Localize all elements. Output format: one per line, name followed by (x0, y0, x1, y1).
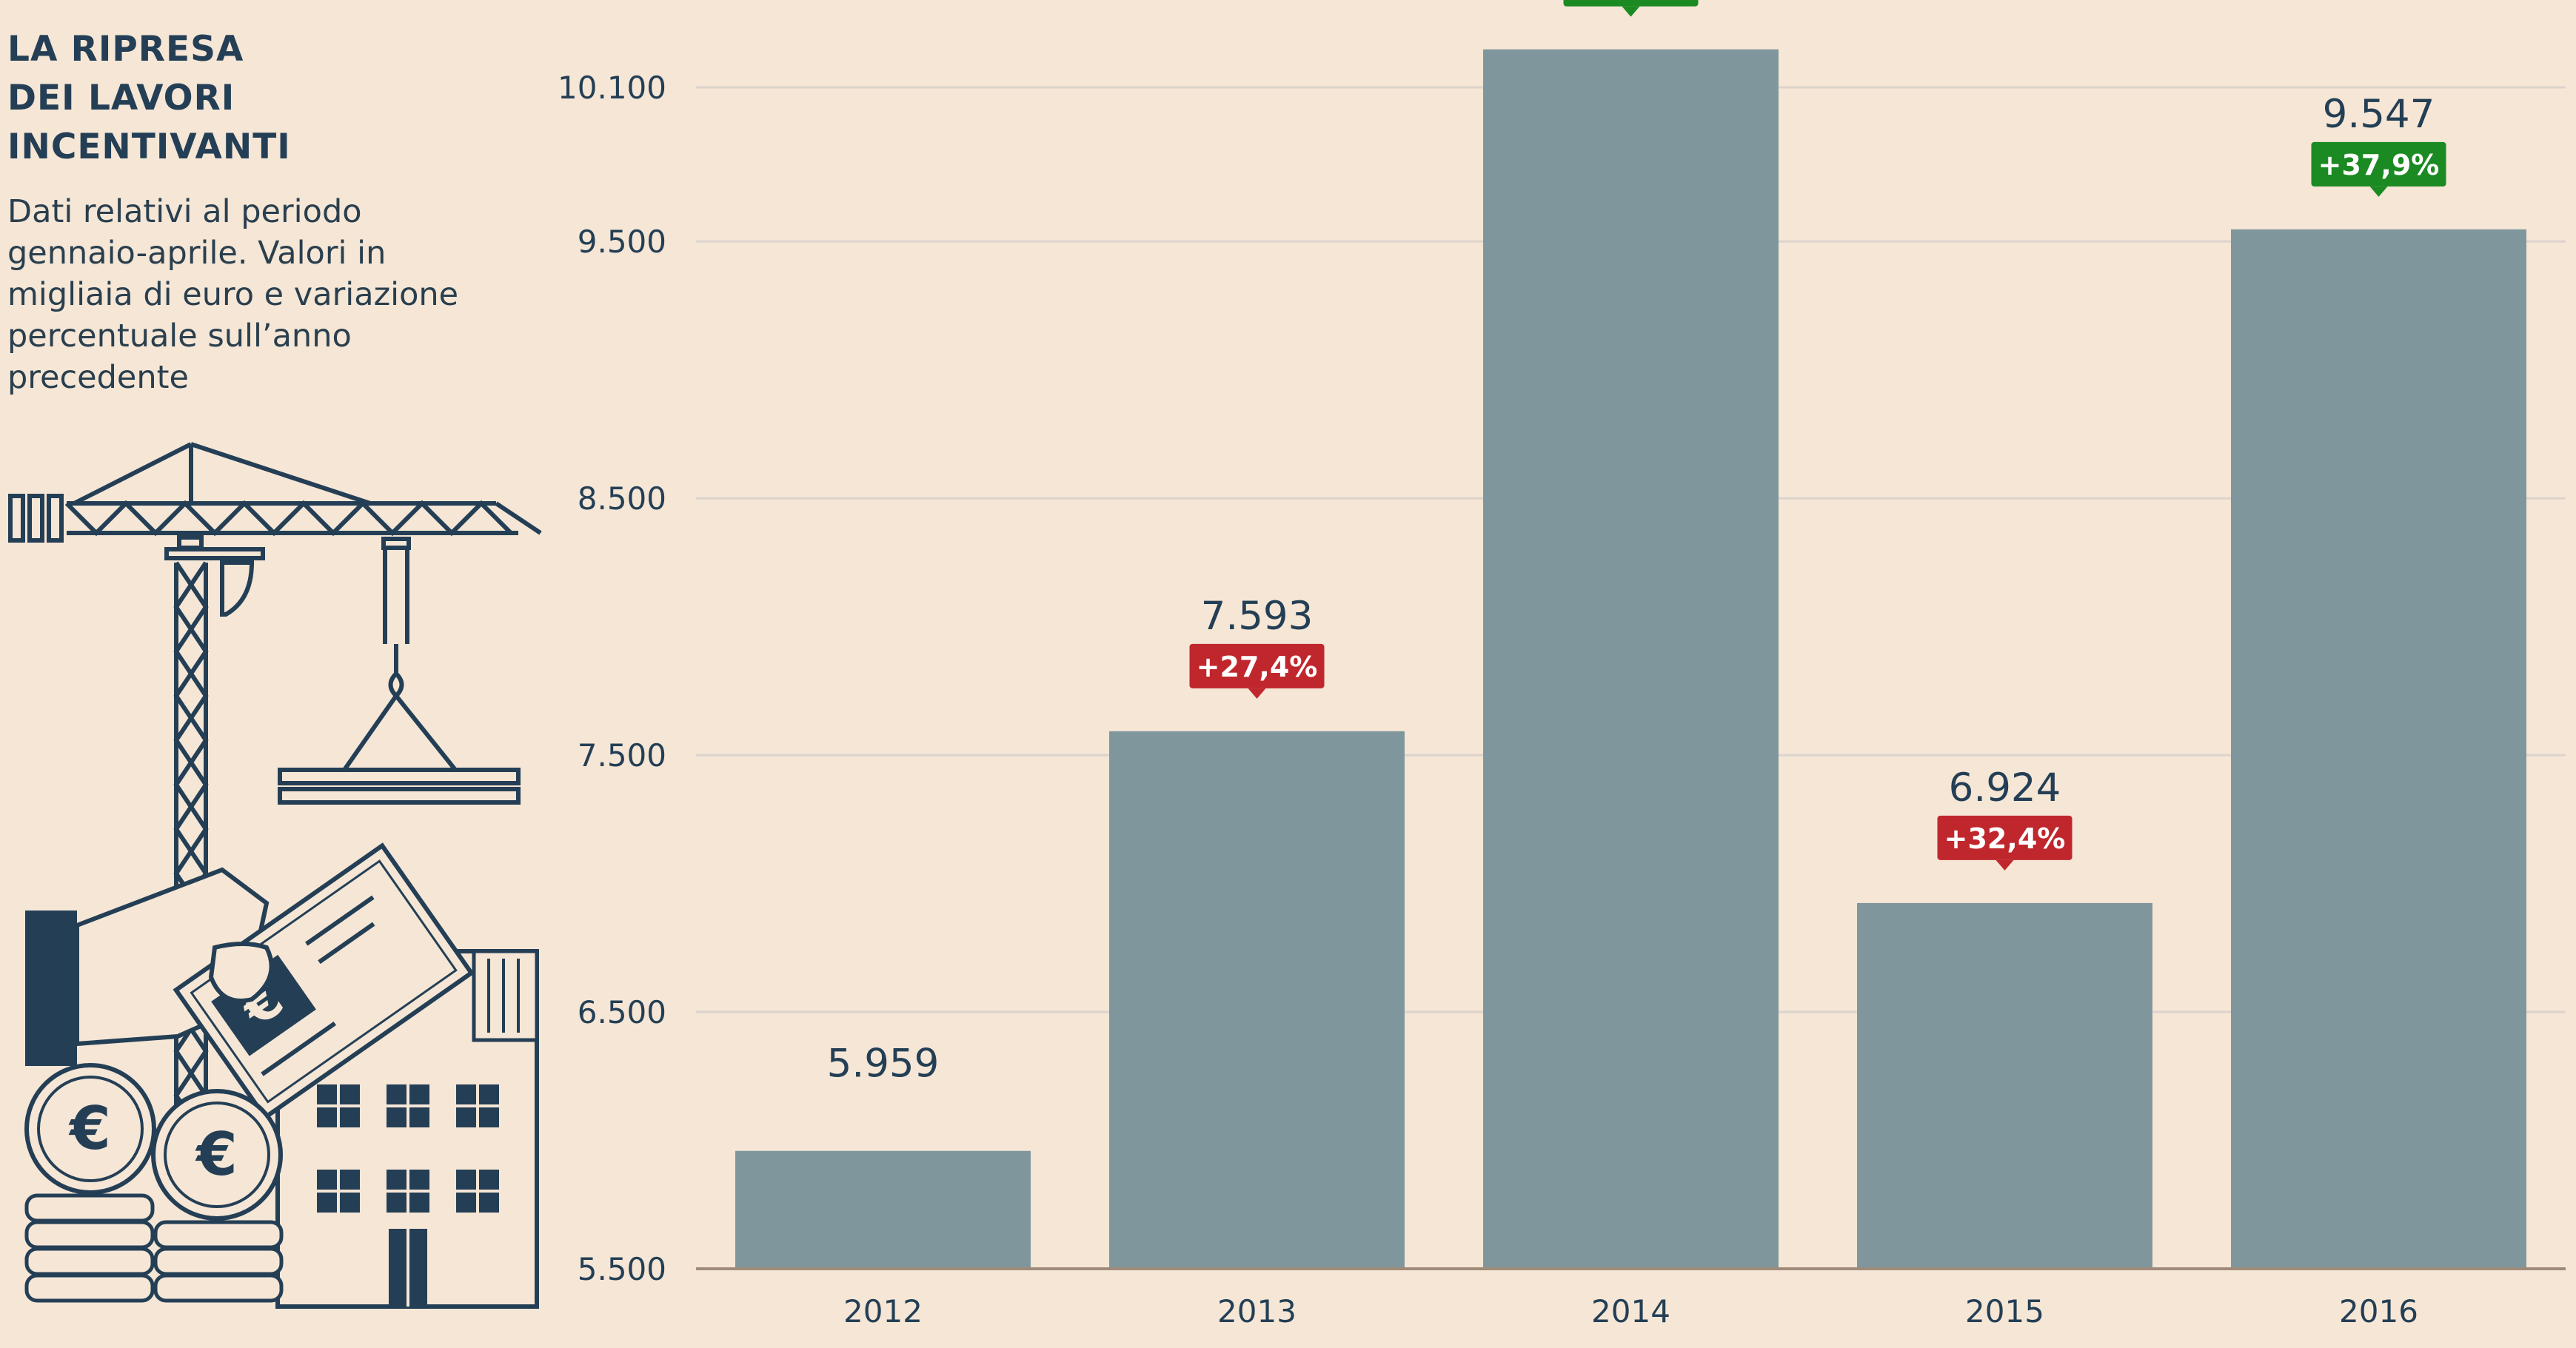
value-label-2013: 7.593 (1201, 594, 1314, 639)
value-label-2015: 6.924 (1949, 765, 2061, 811)
badge-label: +32,4% (1944, 822, 2066, 855)
bar-2012 (735, 1150, 1031, 1269)
coin-euro-symbol: € (195, 1120, 238, 1189)
x-tick-label: 2013 (1217, 1293, 1297, 1329)
chart-title: LA RIPRESA DEI LAVORI INCENTIVANTI (7, 29, 291, 167)
value-label-2016: 9.547 (2323, 92, 2435, 137)
badge-background (1937, 815, 2072, 860)
badge-background (1563, 0, 1699, 7)
chart-subtitle: Dati relativi al periodo gennaio-aprile.… (7, 193, 459, 396)
badge-pointer (1248, 688, 1266, 699)
x-tick-label: 2015 (1965, 1293, 2044, 1329)
coin-euro-symbol: € (68, 1094, 111, 1163)
x-axis-labels: 2012 2013 2014 2015 2016 (843, 1293, 2418, 1329)
change-badge-2014: +35,0% (1563, 0, 1699, 17)
y-axis-ticks: 5.500 6.500 7.500 8.500 9.500 10.100 (558, 70, 666, 1287)
y-tick-label: 9.500 (578, 224, 666, 260)
bar-2015 (1857, 902, 2152, 1269)
badge-label: +37,9% (2318, 149, 2440, 181)
y-tick-label: 7.500 (578, 737, 666, 774)
coin-stack-right (153, 1220, 284, 1303)
change-badges: +27,4% +35,0% +32,4% +37,9% (1189, 0, 2446, 871)
y-tick-label: 10.100 (558, 70, 666, 106)
x-tick-label: 2012 (843, 1293, 923, 1329)
y-tick-label: 5.500 (578, 1251, 666, 1287)
change-badge-2016: +37,9% (2311, 141, 2446, 197)
badge-background (1189, 643, 1325, 688)
coin-stack-left (24, 1193, 155, 1303)
badge-label: +27,4% (1197, 651, 1318, 683)
y-tick-label: 6.500 (578, 994, 666, 1030)
bar-2014 (1483, 49, 1779, 1270)
construction-crane-icon (8, 442, 542, 1162)
hand-holding-banknote-icon: € (25, 842, 475, 1121)
badge-pointer (2369, 186, 2388, 197)
bar-2013 (1109, 731, 1405, 1269)
change-badge-2013: +27,4% (1189, 643, 1325, 699)
x-tick-label: 2014 (1591, 1293, 1670, 1329)
change-badge-2015: +32,4% (1937, 815, 2072, 871)
value-label-2012: 5.959 (827, 1042, 940, 1087)
badge-pointer (1995, 859, 2014, 871)
y-tick-label: 8.500 (578, 480, 666, 517)
bars (735, 49, 2526, 1270)
title-block: LA RIPRESA DEI LAVORI INCENTIVANTI Dati … (7, 25, 481, 398)
badge-label: +35,0% (1570, 0, 1692, 1)
construction-illustration: € € € (8, 442, 542, 1309)
bar-2016 (2231, 229, 2526, 1269)
euro-coin-icon: € € (24, 1063, 284, 1303)
badge-pointer (1622, 6, 1640, 17)
x-tick-label: 2016 (2339, 1293, 2418, 1329)
badge-background (2311, 141, 2446, 187)
